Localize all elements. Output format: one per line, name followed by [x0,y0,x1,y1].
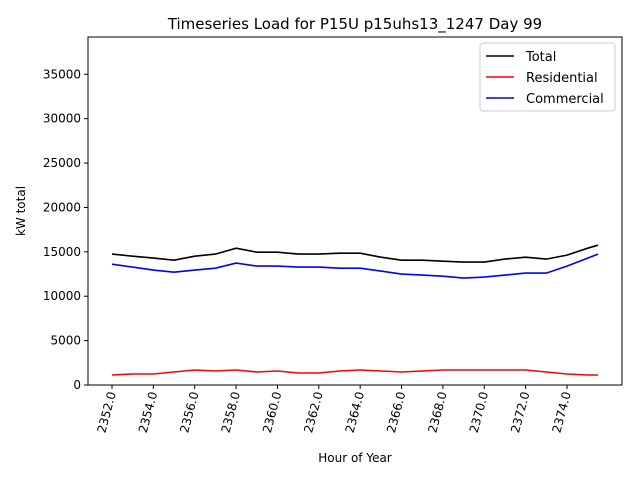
series-line-commercial [111,253,599,279]
y-tick-label: 35000 [43,67,81,81]
x-tick-label: 2356.0 [177,390,201,434]
x-tick-label: 2354.0 [136,390,160,434]
legend-label-residential: Residential [526,71,598,86]
legend-label-commercial: Commercial [526,92,604,107]
y-tick-label: 15000 [43,245,81,259]
legend-box [479,42,616,112]
x-tick-label: 2372.0 [508,390,532,434]
x-tick-label: 2366.0 [384,390,408,434]
legend: Total Residential Commercial [479,42,616,112]
y-tick-label: 0 [73,378,81,392]
y-tick-label: 30000 [43,112,81,126]
x-tick-label: 2374.0 [549,390,573,434]
series-line-residential [111,369,598,376]
series-line-total [111,244,599,263]
x-tick-label: 2364.0 [343,390,367,434]
x-tick-label: 2370.0 [467,390,491,434]
legend-label-total: Total [525,50,556,65]
y-tick-label: 25000 [43,156,81,170]
x-tick-label: 2368.0 [425,390,449,434]
plot-frame [87,36,623,386]
y-axis-label: kW total [14,186,28,236]
y-tick-label: 10000 [43,289,81,303]
x-tick-label: 2358.0 [219,390,243,434]
y-tick-label: 5000 [50,334,81,348]
x-tick-label: 2362.0 [301,390,325,434]
chart-title: Timeseries Load for P15U p15uhs13_1247 D… [167,15,542,34]
x-axis-label: Hour of Year [318,451,392,465]
x-tick-label: 2352.0 [94,390,118,434]
y-tick-label: 20000 [43,200,81,214]
x-tick-label: 2360.0 [260,390,284,434]
